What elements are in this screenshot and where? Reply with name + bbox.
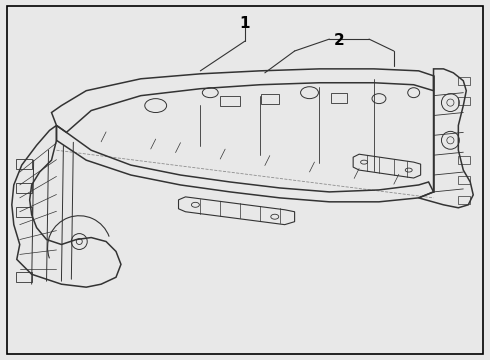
Text: 2: 2 [334, 33, 344, 48]
Bar [458, 176, 470, 184]
Bar [458, 77, 470, 85]
Bar [458, 156, 470, 164]
Bar [16, 207, 32, 217]
Bar [16, 183, 32, 193]
Text: 1: 1 [240, 16, 250, 31]
Bar [261, 94, 279, 104]
Bar [331, 93, 347, 103]
Bar [220, 96, 240, 105]
Bar [458, 96, 470, 105]
Bar [458, 196, 470, 204]
Bar [16, 159, 32, 169]
Bar [16, 272, 32, 282]
